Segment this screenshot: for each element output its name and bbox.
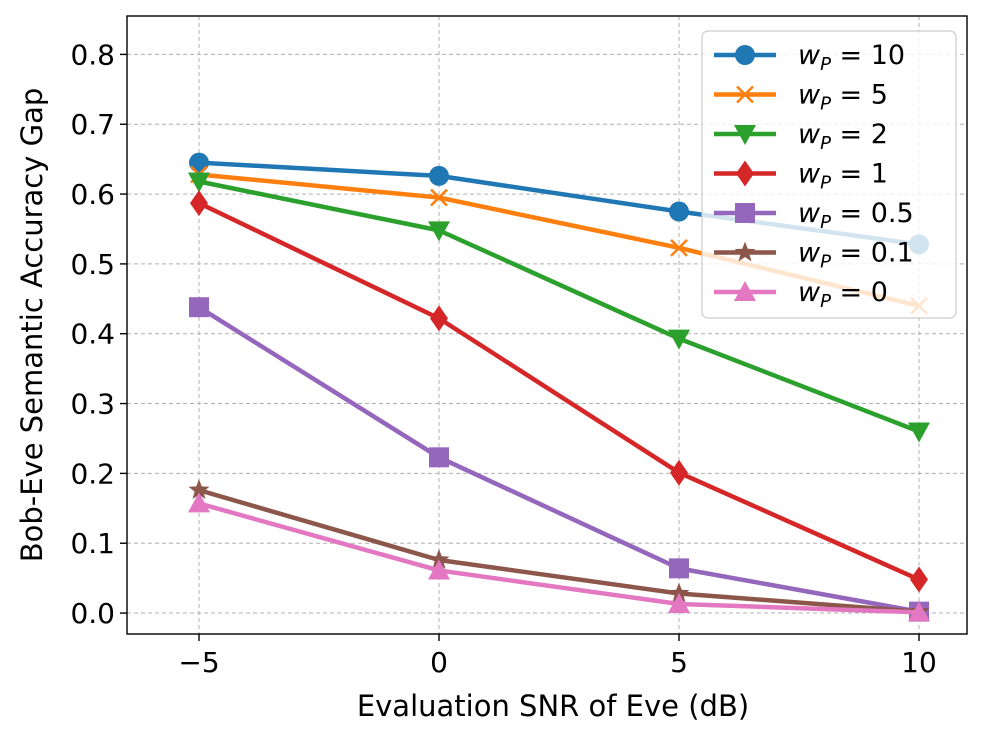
series-3	[190, 190, 928, 593]
data-point	[669, 201, 689, 222]
data-point	[669, 558, 689, 579]
series-line	[198, 179, 920, 434]
legend-entry: wP = 5	[714, 80, 888, 115]
x-tick-label: −5	[178, 646, 219, 679]
legend-marker	[734, 125, 756, 145]
legend-label: wP = 10	[798, 40, 905, 75]
data-point	[428, 559, 450, 580]
series-line	[197, 305, 920, 614]
plot-frame	[126, 15, 968, 635]
legend-marker	[734, 241, 756, 262]
x-tick-label: 5	[670, 646, 688, 679]
series-6	[188, 492, 930, 622]
legend-label: wP = 1	[798, 159, 888, 194]
legend-entry: wP = 2	[714, 119, 888, 154]
legend-label: wP = 0	[798, 277, 888, 312]
y-tick-label: 0.3	[70, 388, 115, 421]
y-tick-label: 0.5	[70, 248, 115, 281]
data-point	[668, 592, 690, 613]
legend-entry: wP = 0	[714, 277, 888, 312]
legend-marker	[736, 85, 754, 104]
data-point	[429, 447, 449, 468]
legend-marker	[735, 203, 755, 223]
legend-box	[701, 30, 957, 319]
data-point	[670, 238, 688, 257]
data-point	[428, 548, 450, 569]
data-point	[188, 492, 210, 513]
data-point	[908, 422, 930, 443]
series-2	[188, 172, 930, 443]
legend-marker	[734, 281, 756, 301]
legend-marker	[735, 45, 755, 65]
legend: wP = 10 wP = 5 wP = 2 wP = 1 wP = 0.5 wP = 0.…	[701, 30, 957, 319]
y-tick-label: 0.6	[70, 178, 115, 211]
x-tick-label: 0	[430, 646, 448, 679]
x-axis-label: Evaluation SNR of Eve (dB)	[357, 689, 749, 723]
data-point	[910, 566, 928, 593]
data-point	[189, 152, 209, 173]
data-point	[430, 305, 448, 332]
legend-label: wP = 0.1	[798, 238, 914, 273]
y-tick-label: 0.1	[70, 527, 115, 560]
data-point	[188, 172, 210, 193]
axis-ticks: −5 0 5 10 0.0 0.1 0.2 0.3 0.4 0.5 0.6 0.7 0.8	[70, 38, 936, 679]
legend-entry: wP = 10	[714, 40, 905, 75]
legend-entry: wP = 0.1	[714, 238, 914, 273]
legend-marker	[736, 160, 754, 187]
y-tick-label: 0.4	[70, 318, 115, 351]
data-point	[428, 221, 450, 242]
legend-label: wP = 2	[798, 119, 888, 154]
legend-label: wP = 5	[798, 80, 888, 115]
y-axis-label: Bob-Eve Semantic Accuracy Gap	[15, 88, 49, 563]
x-tick-label: 10	[901, 646, 937, 679]
legend-label: wP = 0.5	[798, 198, 914, 233]
data-point	[188, 479, 210, 500]
y-tick-label: 0.8	[70, 38, 115, 71]
y-tick-label: 0.7	[70, 108, 115, 141]
series-line	[198, 501, 920, 615]
data-point	[668, 582, 690, 603]
y-tick-label: 0.2	[70, 457, 115, 490]
legend-entry: wP = 1	[714, 159, 888, 194]
series-4	[189, 297, 929, 622]
data-point	[668, 329, 690, 350]
series-5	[188, 479, 930, 621]
data-point	[190, 190, 208, 217]
y-tick-label: 0.0	[70, 597, 115, 630]
legend-entry: wP = 0.5	[714, 198, 914, 233]
series-line	[198, 487, 920, 614]
data-point	[189, 297, 209, 318]
series-line	[198, 201, 920, 582]
data-point	[908, 601, 930, 622]
data-point	[429, 165, 449, 186]
data-point	[670, 459, 688, 486]
data-point	[430, 188, 448, 207]
